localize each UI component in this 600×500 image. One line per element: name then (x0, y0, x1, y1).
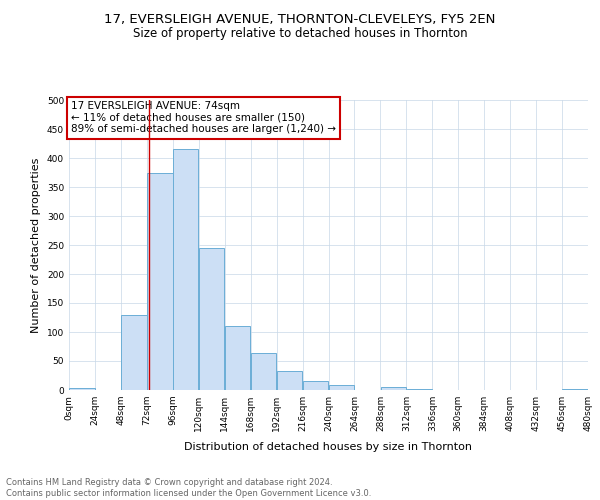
Bar (380, 386, 406, 390)
Bar (147, 172, 173, 390)
Y-axis label: Number of detached properties: Number of detached properties (31, 158, 41, 332)
Bar (407, 389, 432, 390)
Bar (329, 386, 354, 390)
Bar (277, 372, 302, 390)
Bar (173, 150, 199, 390)
Text: 17 EVERSLEIGH AVENUE: 74sqm
← 11% of detached houses are smaller (150)
89% of se: 17 EVERSLEIGH AVENUE: 74sqm ← 11% of det… (71, 101, 336, 134)
Bar (121, 314, 146, 390)
Text: Contains HM Land Registry data © Crown copyright and database right 2024.
Contai: Contains HM Land Registry data © Crown c… (6, 478, 371, 498)
Bar (199, 248, 224, 390)
X-axis label: Distribution of detached houses by size in Thornton: Distribution of detached houses by size … (185, 442, 473, 452)
Bar (251, 354, 277, 390)
Bar (303, 382, 328, 390)
Bar (69, 388, 95, 390)
Text: Size of property relative to detached houses in Thornton: Size of property relative to detached ho… (133, 28, 467, 40)
Bar (562, 389, 588, 390)
Text: 17, EVERSLEIGH AVENUE, THORNTON-CLEVELEYS, FY5 2EN: 17, EVERSLEIGH AVENUE, THORNTON-CLEVELEY… (104, 12, 496, 26)
Bar (225, 326, 250, 390)
